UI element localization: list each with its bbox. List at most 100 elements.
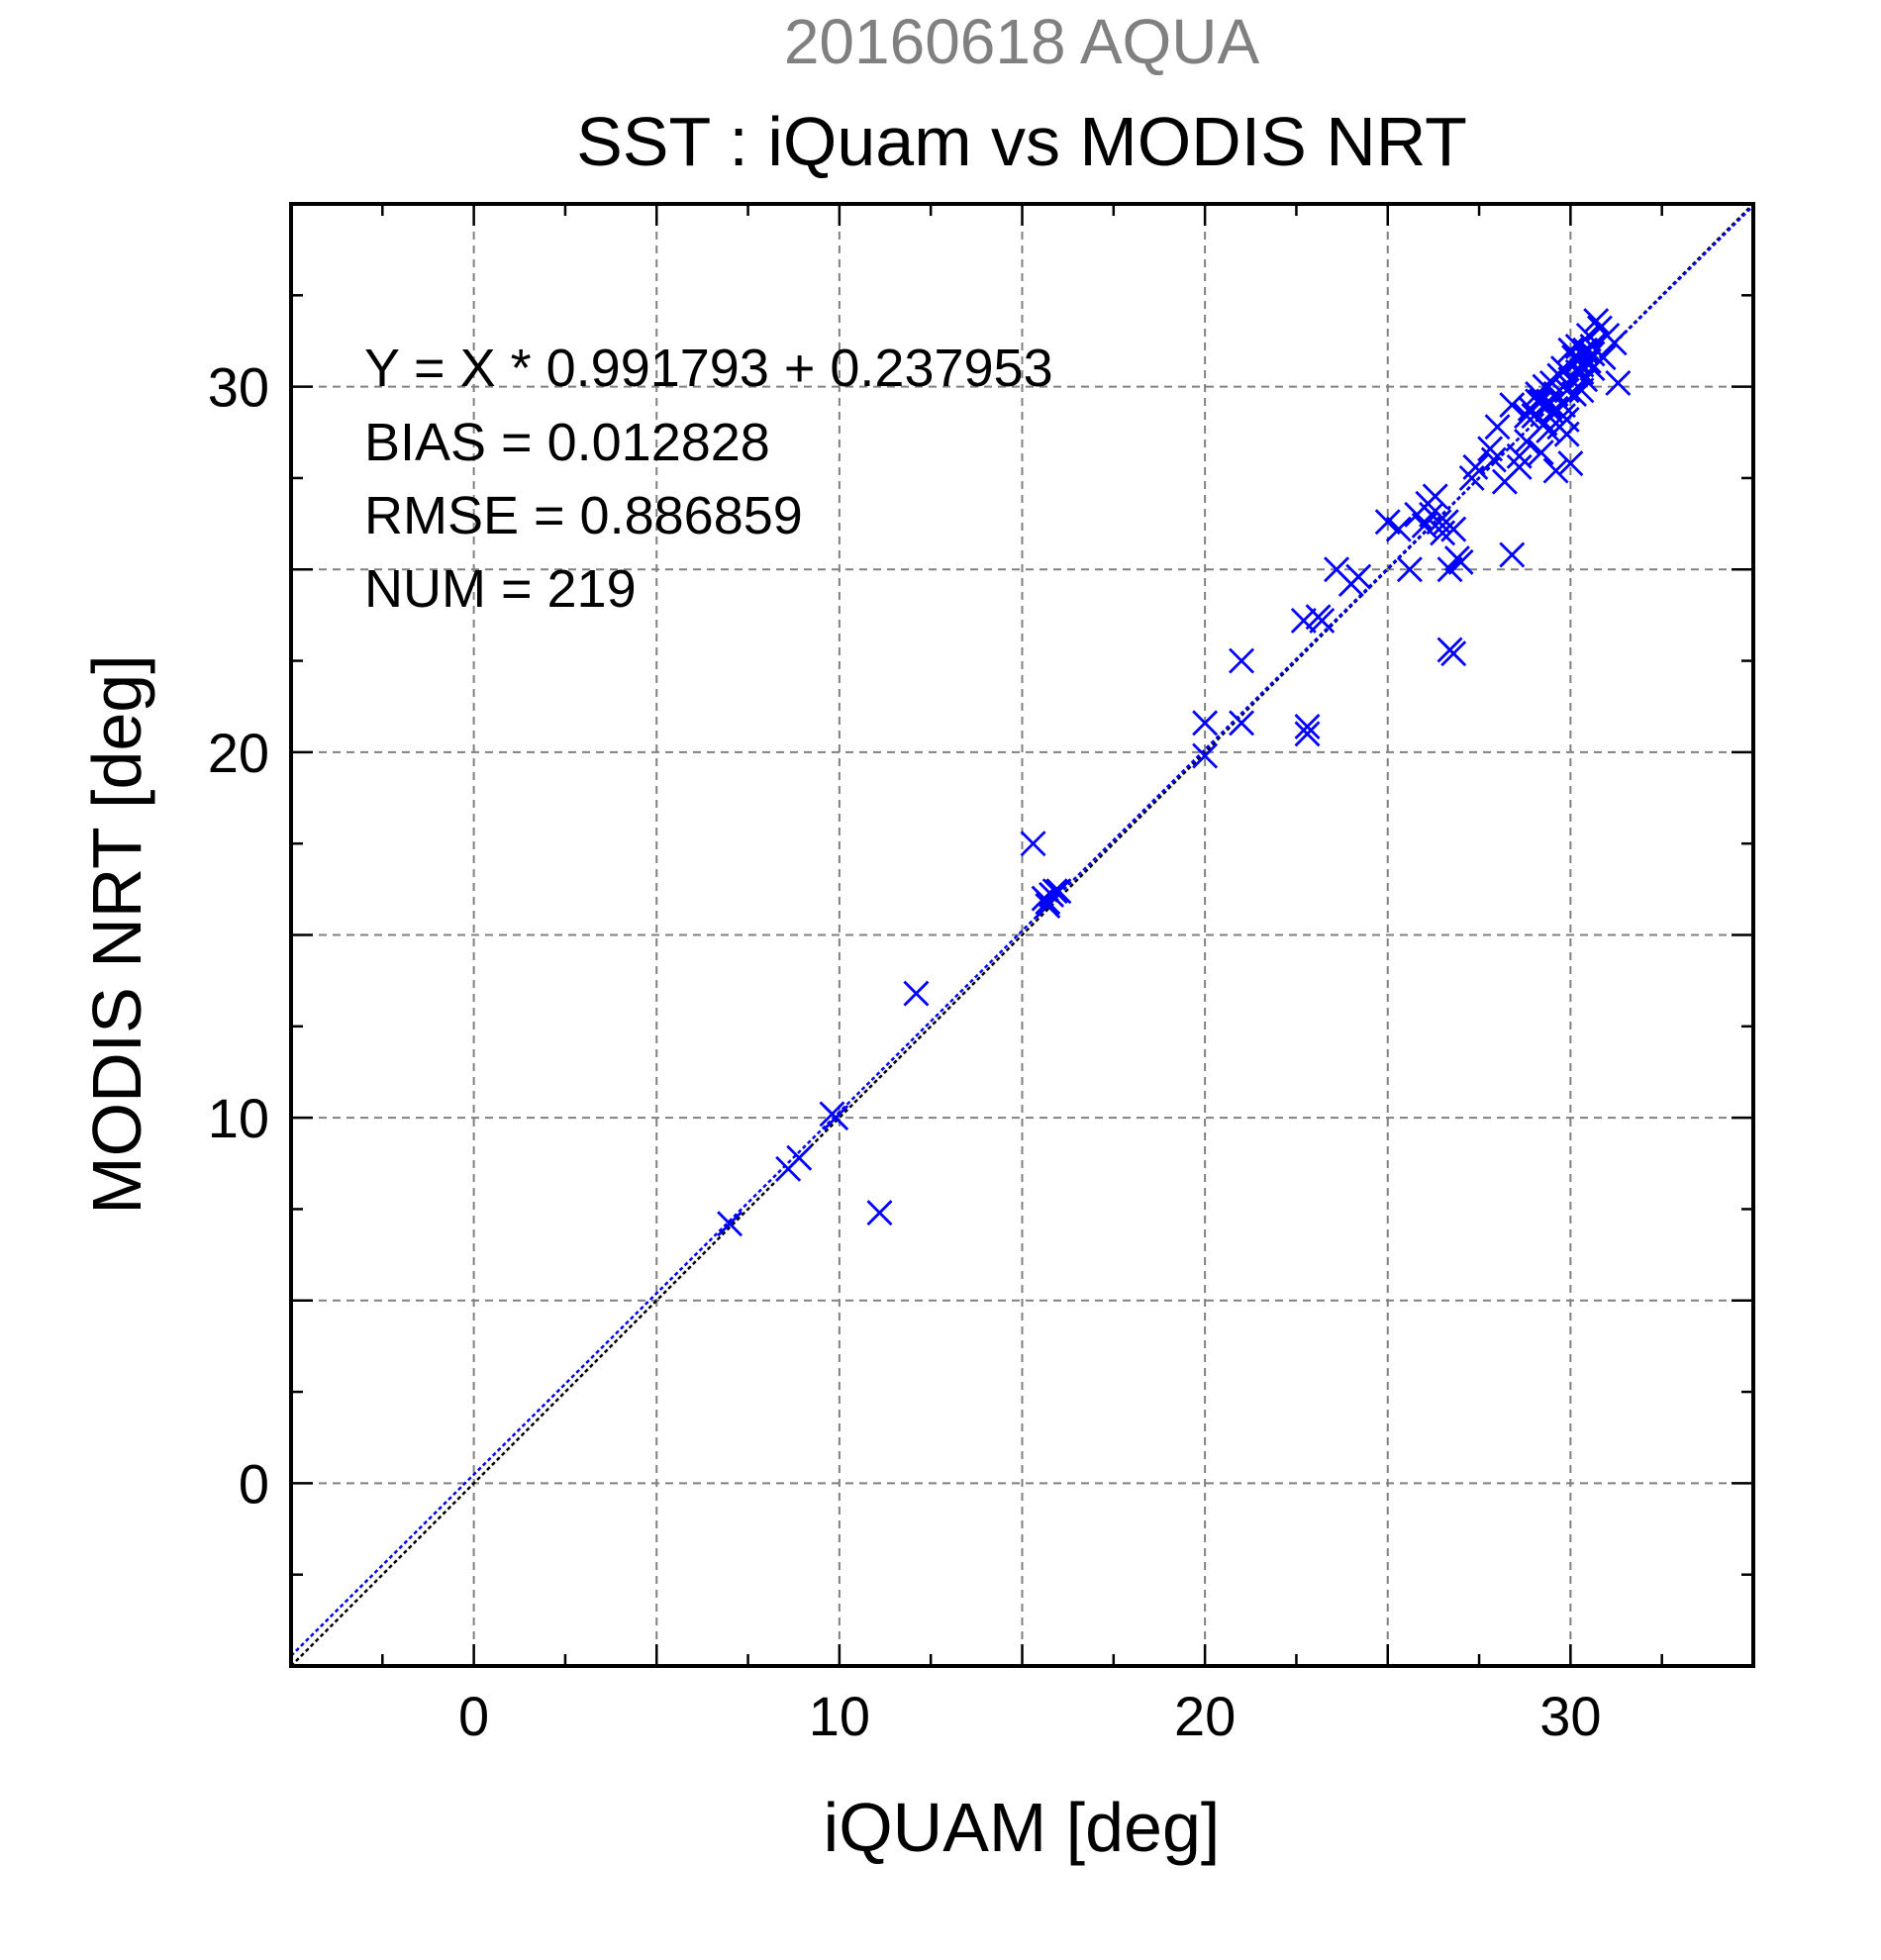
stats-line-num: NUM = 219 — [364, 559, 637, 619]
x-tick-label: 20 — [1174, 1685, 1236, 1747]
data-point-stroke — [1477, 436, 1504, 462]
data-point — [786, 1144, 813, 1171]
y-tick-label: 30 — [208, 356, 269, 419]
data-point-stroke — [1309, 607, 1336, 634]
data-point — [1568, 358, 1595, 385]
identity-line — [290, 203, 1754, 1667]
data-point-stroke — [1557, 450, 1584, 477]
data-point — [1601, 330, 1628, 356]
data-point-stroke — [1192, 710, 1219, 736]
data-point-stroke — [1035, 889, 1061, 916]
stats-annotation: Y = X * 0.991793 + 0.237953 BIAS = 0.012… — [364, 339, 1053, 619]
data-point — [1553, 421, 1580, 447]
data-point-stroke — [1229, 647, 1255, 674]
data-point-stroke — [1385, 516, 1412, 542]
data-point — [1229, 647, 1255, 674]
data-point — [1436, 637, 1463, 663]
data-point — [1345, 563, 1372, 590]
data-point-stroke — [786, 1144, 813, 1171]
data-point-stroke — [1290, 607, 1317, 634]
data-point — [903, 980, 930, 1007]
data-point — [717, 1211, 743, 1237]
stats-line-rmse: RMSE = 0.886859 — [364, 486, 803, 545]
data-point — [1542, 457, 1569, 484]
plot-frame — [289, 202, 1755, 1668]
data-point-stroke — [1572, 366, 1599, 393]
data-point-stroke — [1229, 710, 1255, 736]
data-point-stroke — [1345, 563, 1372, 590]
data-point-stroke — [1564, 347, 1591, 374]
data-point-stroke — [1605, 369, 1632, 396]
y-tick-labels: 0 10 20 30 — [208, 356, 269, 1516]
data-point — [1294, 714, 1321, 740]
data-point-stroke — [717, 1211, 743, 1237]
x-tick-label: 10 — [809, 1685, 870, 1747]
data-point-stroke — [1528, 440, 1554, 466]
data-point — [1440, 516, 1467, 542]
data-point — [1499, 392, 1526, 419]
data-point-stroke — [1525, 388, 1551, 415]
data-point — [1561, 381, 1588, 407]
data-point-stroke — [1436, 637, 1463, 663]
data-point-stroke — [1535, 392, 1562, 419]
data-point-stroke — [1447, 548, 1474, 575]
data-point — [1385, 516, 1412, 542]
data-point-stroke — [1546, 362, 1573, 389]
y-tick-label: 20 — [208, 722, 269, 784]
data-point-stroke — [1422, 483, 1448, 510]
x-axis-label: iQUAM [deg] — [824, 1789, 1221, 1866]
data-point — [866, 1200, 893, 1226]
data-point-stroke — [1480, 446, 1507, 473]
reference-lines — [290, 203, 1754, 1667]
data-point — [1575, 347, 1602, 374]
data-point — [1557, 450, 1584, 477]
data-point-stroke — [1396, 556, 1423, 583]
data-point-stroke — [1575, 347, 1602, 374]
data-point — [1422, 483, 1448, 510]
data-point — [1528, 388, 1554, 415]
data-point-stroke — [1484, 414, 1511, 441]
data-points — [717, 308, 1632, 1237]
data-point-stroke — [1553, 406, 1580, 433]
data-point — [1579, 341, 1606, 367]
data-point-stroke — [1579, 341, 1606, 367]
data-point — [1553, 406, 1580, 433]
data-point-stroke — [1462, 453, 1489, 480]
data-point-stroke — [1020, 831, 1046, 857]
chart-title: SST : iQuam vs MODIS NRT — [576, 103, 1467, 180]
data-point-stroke — [1601, 330, 1628, 356]
data-point — [1484, 414, 1511, 441]
x-tick-label: 30 — [1539, 1685, 1601, 1747]
data-point — [1535, 392, 1562, 419]
y-tick-label: 0 — [239, 1452, 269, 1515]
data-point-stroke — [1568, 358, 1595, 385]
data-point — [1583, 308, 1610, 335]
data-point-stroke — [1041, 878, 1068, 905]
data-point-stroke — [1542, 457, 1569, 484]
data-point-stroke — [1499, 541, 1526, 568]
data-point-stroke — [1440, 516, 1467, 542]
data-point — [1020, 831, 1046, 857]
data-point-stroke — [1528, 388, 1554, 415]
data-point — [1041, 878, 1068, 905]
y-axis-label: MODIS NRT [deg] — [78, 654, 155, 1214]
data-point — [1506, 442, 1533, 469]
data-point-stroke — [1506, 453, 1533, 480]
data-point-stroke — [1374, 509, 1401, 536]
x-tick-labels: 0 10 20 30 — [458, 1685, 1601, 1747]
data-point-stroke — [1572, 337, 1599, 363]
data-point — [1309, 607, 1336, 634]
data-point — [1436, 556, 1463, 583]
data-point-stroke — [866, 1200, 893, 1226]
data-point-stroke — [903, 980, 930, 1007]
data-point — [1447, 548, 1474, 575]
data-point — [1192, 710, 1219, 736]
data-point — [1411, 512, 1437, 539]
data-point-stroke — [1506, 442, 1533, 469]
data-point-stroke — [1583, 308, 1610, 335]
stats-line-equation: Y = X * 0.991793 + 0.237953 — [364, 339, 1053, 398]
data-point-stroke — [1426, 509, 1452, 536]
data-point-stroke — [1590, 344, 1617, 371]
stats-line-bias: BIAS = 0.012828 — [364, 413, 770, 472]
